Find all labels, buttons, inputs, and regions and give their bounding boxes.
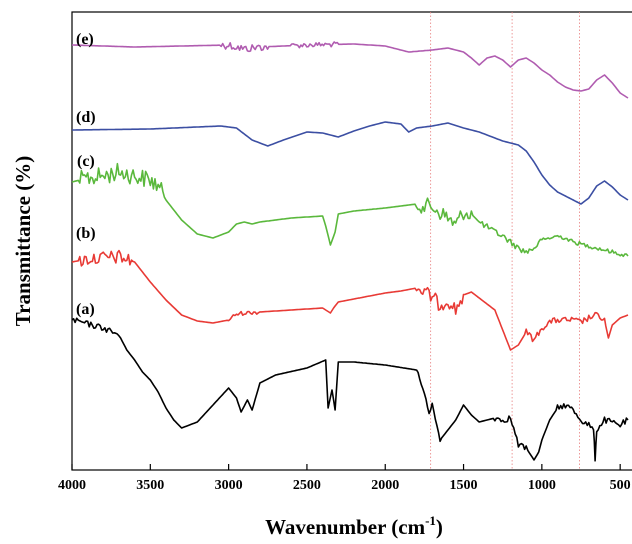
x-axis-title-close: ) — [436, 515, 443, 539]
series-line-a — [71, 317, 629, 462]
x-tick-label-3000: 3000 — [215, 478, 243, 493]
y-axis-title: Transmittance (%) — [11, 156, 35, 327]
x-tick-label-2500: 2500 — [293, 478, 321, 493]
series-label-a: (a) — [76, 301, 95, 318]
series-label-b: (b) — [76, 225, 96, 242]
plot-frame — [71, 11, 632, 471]
x-axis-title-main: Wavenumber (cm — [265, 515, 426, 539]
x-axis-title-sup: -1 — [425, 513, 436, 528]
x-axis-title: Wavenumber (cm-1) — [265, 513, 443, 539]
series-line-c — [71, 162, 629, 258]
series-line-b — [71, 249, 629, 351]
x-tick-label-3500: 3500 — [136, 478, 164, 493]
x-axis-ticks: 4000 3500 3000 2500 2000 1500 1000 500 — [58, 464, 631, 493]
series-line-d — [72, 121, 629, 205]
series-line-e — [72, 41, 629, 99]
series-label-c: (c) — [77, 153, 95, 170]
series-group — [71, 41, 629, 462]
series-label-d: (d) — [76, 109, 96, 126]
x-tick-label-4000: 4000 — [58, 478, 86, 493]
x-tick-label-2000: 2000 — [371, 478, 399, 493]
x-tick-label-1500: 1500 — [450, 478, 478, 493]
x-tick-label-1000: 1000 — [528, 478, 556, 493]
series-label-e: (e) — [76, 31, 94, 48]
x-tick-label-500: 500 — [610, 478, 631, 493]
